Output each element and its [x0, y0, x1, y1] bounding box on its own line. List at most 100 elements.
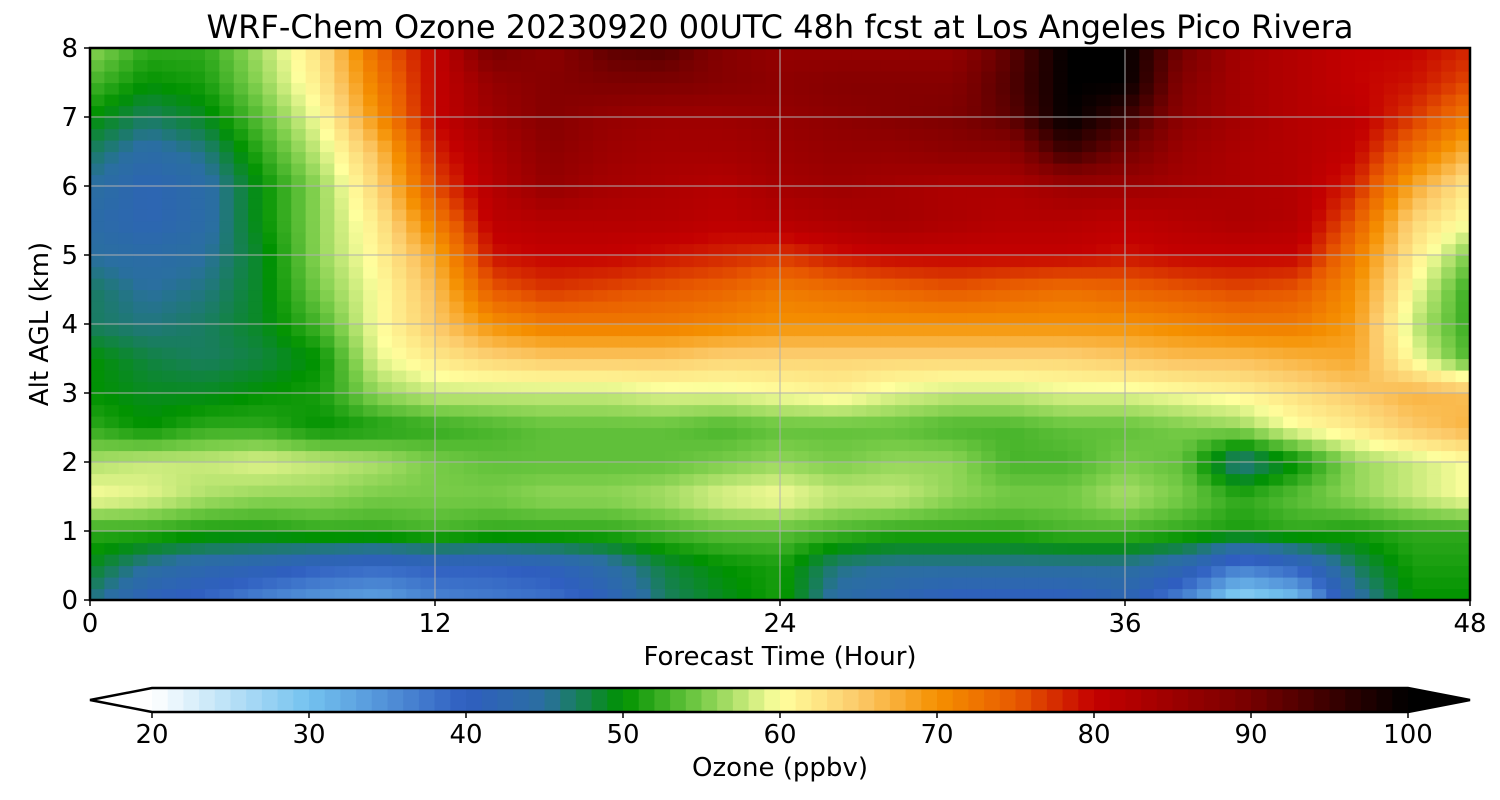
- heatmap-cell: [463, 232, 479, 245]
- heatmap-cell: [190, 312, 206, 325]
- heatmap-cell: [679, 243, 695, 256]
- heatmap-cell: [621, 163, 637, 176]
- heatmap-cell: [90, 542, 105, 555]
- heatmap-cell: [880, 542, 896, 555]
- heatmap-cell: [133, 82, 149, 95]
- heatmap-cell: [1067, 531, 1083, 544]
- heatmap-cell: [593, 335, 609, 348]
- heatmap-cell: [1326, 243, 1342, 256]
- heatmap-cell: [147, 140, 163, 153]
- heatmap-cell: [837, 128, 853, 141]
- heatmap-cell: [1398, 565, 1414, 578]
- heatmap-cell: [751, 508, 767, 521]
- heatmap-cell: [1139, 450, 1155, 463]
- heatmap-cell: [823, 174, 839, 187]
- heatmap-cell: [765, 381, 781, 394]
- heatmap-cell: [478, 163, 494, 176]
- heatmap-cell: [406, 105, 422, 118]
- heatmap-cell: [334, 370, 350, 383]
- heatmap-cell: [1355, 105, 1370, 118]
- heatmap-cell: [1067, 59, 1083, 72]
- heatmap-cell: [176, 174, 192, 187]
- heatmap-cell: [1010, 232, 1025, 245]
- heatmap-cell: [909, 301, 925, 314]
- heatmap-cell: [1340, 531, 1356, 544]
- heatmap-cell: [578, 508, 594, 521]
- heatmap-cell: [1455, 542, 1471, 555]
- heatmap-cell: [420, 335, 436, 348]
- heatmap-cell: [262, 163, 278, 176]
- heatmap-cell: [1412, 404, 1428, 417]
- heatmap-cell: [923, 427, 939, 440]
- heatmap-cell: [276, 381, 292, 394]
- heatmap-cell: [276, 531, 292, 544]
- heatmap-cell: [248, 140, 264, 153]
- heatmap-cell: [780, 381, 795, 394]
- heatmap-cell: [1024, 117, 1040, 130]
- heatmap-cell: [262, 255, 278, 268]
- heatmap-cell: [320, 59, 335, 72]
- heatmap-cell: [1283, 151, 1299, 164]
- heatmap-cell: [1096, 439, 1112, 452]
- heatmap-cell: [521, 588, 537, 601]
- heatmap-cell: [722, 128, 738, 141]
- heatmap-cell: [1182, 496, 1198, 509]
- heatmap-cell: [1412, 450, 1428, 463]
- colorbar-segment: [403, 688, 420, 712]
- heatmap-cell: [133, 232, 149, 245]
- heatmap-cell: [1283, 473, 1299, 486]
- heatmap-cell: [521, 496, 537, 509]
- colorbar-segment: [1266, 688, 1283, 712]
- heatmap-cell: [147, 163, 163, 176]
- heatmap-cell: [736, 450, 752, 463]
- heatmap-cell: [1311, 335, 1327, 348]
- heatmap-cell: [1455, 209, 1471, 222]
- heatmap-cell: [679, 82, 695, 95]
- heatmap-cell: [1110, 255, 1126, 268]
- heatmap-cell: [262, 531, 278, 544]
- heatmap-cell: [276, 209, 292, 222]
- heatmap-cell: [823, 278, 839, 291]
- heatmap-cell: [90, 439, 105, 452]
- heatmap-cell: [923, 519, 939, 532]
- heatmap-cell: [837, 577, 853, 590]
- heatmap-cell: [305, 473, 321, 486]
- colorbar-segment: [1360, 688, 1378, 712]
- heatmap-cell: [133, 370, 149, 383]
- colorbar-segment: [1376, 688, 1393, 712]
- heatmap-cell: [219, 243, 235, 256]
- heatmap-cell: [492, 542, 508, 555]
- heatmap-cell: [851, 554, 867, 567]
- heatmap-cell: [1067, 71, 1083, 84]
- heatmap-cell: [118, 324, 134, 337]
- heatmap-cell: [1254, 209, 1270, 222]
- heatmap-cell: [607, 197, 623, 210]
- heatmap-cell: [276, 404, 292, 417]
- heatmap-cell: [780, 82, 795, 95]
- heatmap-cell: [981, 427, 997, 440]
- heatmap-cell: [1240, 140, 1255, 153]
- heatmap-cell: [1412, 209, 1428, 222]
- heatmap-cell: [1240, 404, 1255, 417]
- heatmap-cell: [1053, 220, 1069, 233]
- heatmap-cell: [995, 531, 1011, 544]
- heatmap-cell: [621, 220, 637, 233]
- heatmap-cell: [1311, 542, 1327, 555]
- heatmap-cell: [1168, 220, 1184, 233]
- heatmap-cell: [708, 243, 724, 256]
- heatmap-cell: [866, 278, 882, 291]
- heatmap-cell: [248, 485, 264, 498]
- heatmap-cell: [693, 577, 709, 590]
- heatmap-cell: [1297, 197, 1313, 210]
- heatmap-cell: [1426, 232, 1442, 245]
- heatmap-cell: [219, 128, 235, 141]
- heatmap-cell: [1038, 473, 1054, 486]
- heatmap-cell: [952, 82, 968, 95]
- heatmap-cell: [1067, 105, 1083, 118]
- heatmap-cell: [1081, 473, 1097, 486]
- heatmap-cell: [823, 48, 839, 61]
- heatmap-cell: [1426, 496, 1442, 509]
- heatmap-cell: [1297, 588, 1313, 601]
- heatmap-cell: [1125, 427, 1140, 440]
- heatmap-cell: [851, 588, 867, 601]
